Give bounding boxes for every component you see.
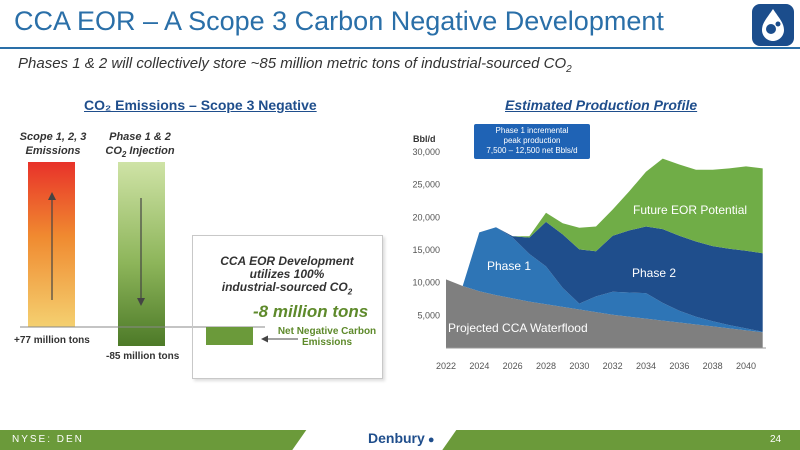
down-arrow-icon (137, 198, 145, 306)
emissions-bars (20, 162, 298, 346)
y-tick-label: 10,000 (412, 278, 440, 288)
stock-ticker: NYSE: DEN (12, 434, 84, 445)
y-tick-label: 5,000 (417, 310, 440, 320)
brand-name: Denbury ● (368, 430, 435, 446)
series-label-phase1: Phase 1 (487, 259, 531, 273)
axis-layer: 5,000 10,000 15,000 20,000 25,000 30,000 2022 2… (412, 147, 766, 371)
net-emissions-value: -8 million tons (253, 302, 369, 321)
x-tick-label: 2030 (569, 361, 589, 371)
co2-injection-header: Phase 1 & 2 CO2 Injection (105, 131, 175, 160)
net-negative-bar (206, 327, 253, 345)
x-tick-label: 2028 (536, 361, 556, 371)
area-series-0 (446, 279, 763, 348)
x-tick-label: 2022 (436, 361, 456, 371)
left-arrow-icon (261, 335, 298, 343)
title-divider (0, 47, 800, 49)
co2-injection-value: -85 million tons (106, 351, 180, 362)
page-subtitle: Phases 1 & 2 will collectively store ~85… (18, 55, 572, 75)
cca-eor-callout-text: CCA EOR Development utilizes 100% indust… (220, 254, 354, 297)
x-tick-label: 2040 (736, 361, 756, 371)
scope-emissions-header: Scope 1, 2, 3 Emissions (19, 131, 87, 157)
drop-icon: ● (424, 434, 435, 446)
series-label-future-eor: Future EOR Potential (633, 203, 747, 217)
scope-emissions-value: +77 million tons (14, 335, 90, 346)
x-tick-label: 2038 (703, 361, 723, 371)
page-number: 24 (770, 434, 782, 445)
phase1-peak-callout (474, 124, 590, 159)
phase1-peak-callout-text: Phase 1 incremental peak production 7,50… (486, 126, 578, 155)
emissions-heading: CO₂ Emissions – Scope 3 Negative (84, 97, 317, 113)
y-axis-label: Bbl/d (413, 134, 436, 144)
up-arrow-icon (48, 192, 56, 300)
y-tick-label: 30,000 (412, 147, 440, 157)
page-title: CCA EOR – A Scope 3 Carbon Negative Deve… (14, 6, 664, 36)
series-label-phase2: Phase 2 (632, 266, 676, 280)
series-label-waterflood: Projected CCA Waterflood (448, 321, 588, 335)
x-tick-label: 2036 (669, 361, 689, 371)
area-series-1 (446, 227, 763, 333)
area-layer (446, 158, 763, 348)
x-tick-label: 2034 (636, 361, 656, 371)
y-tick-label: 25,000 (412, 180, 440, 190)
production-chart: 5,000 10,000 15,000 20,000 25,000 30,000 2022 2… (412, 134, 766, 371)
net-negative-label: Net Negative Carbon Emissions (277, 326, 377, 348)
y-tick-label: 15,000 (412, 245, 440, 255)
x-tick-label: 2026 (503, 361, 523, 371)
x-tick-label: 2024 (469, 361, 489, 371)
x-tick-label: 2032 (603, 361, 623, 371)
area-series-2 (446, 221, 763, 332)
area-series-3 (446, 158, 763, 286)
denbury-logo-icon (752, 4, 794, 46)
y-tick-label: 20,000 (412, 212, 440, 222)
cca-eor-callout-box (192, 235, 383, 379)
production-heading: Estimated Production Profile (505, 97, 698, 113)
